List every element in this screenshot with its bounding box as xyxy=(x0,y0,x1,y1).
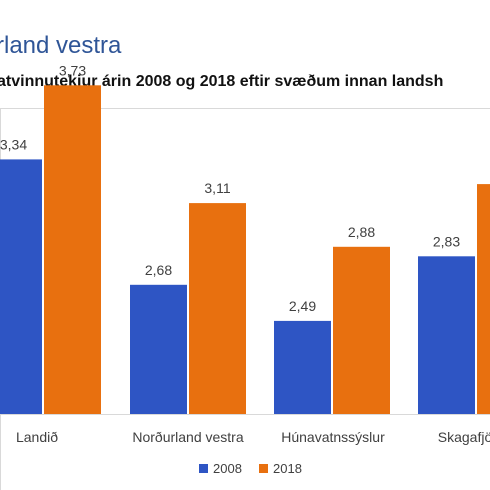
bar-2008-3 xyxy=(274,320,331,414)
data-label-2018-2: 3,11 xyxy=(204,180,230,196)
data-label-2018-3: 2,88 xyxy=(348,224,375,240)
category-label-2: Norðurland vestra xyxy=(132,429,243,445)
bar-2018-2 xyxy=(189,203,246,414)
chart-subtitle: atvinnutekjur árin 2008 og 2018 eftir sv… xyxy=(0,73,444,90)
category-label-3: Húnavatnssýslur xyxy=(281,429,385,445)
bar-2008-2 xyxy=(130,284,187,414)
data-label-2008-4: 2,83 xyxy=(433,233,460,249)
bar-2018-3 xyxy=(333,246,390,414)
data-label-2008-1: 3,34 xyxy=(0,136,27,152)
legend-label-2018: 2018 xyxy=(273,461,302,476)
legend-swatch-2018 xyxy=(259,464,268,473)
data-label-2018-1: 3,73 xyxy=(59,62,86,78)
chart-title: rland vestra xyxy=(0,32,122,59)
bar-2018-1 xyxy=(44,85,101,415)
category-label-4: Skagafjö xyxy=(438,429,490,445)
category-label-1: Landið xyxy=(16,429,58,445)
bar-2008-1 xyxy=(0,159,42,414)
bar-2018-4 xyxy=(477,184,490,414)
legend-swatch-2008 xyxy=(199,464,208,473)
legend-label-2008: 2008 xyxy=(213,461,242,476)
bar-2008-4 xyxy=(418,256,475,414)
data-label-2008-3: 2,49 xyxy=(289,298,316,314)
data-label-2008-2: 2,68 xyxy=(145,262,172,278)
